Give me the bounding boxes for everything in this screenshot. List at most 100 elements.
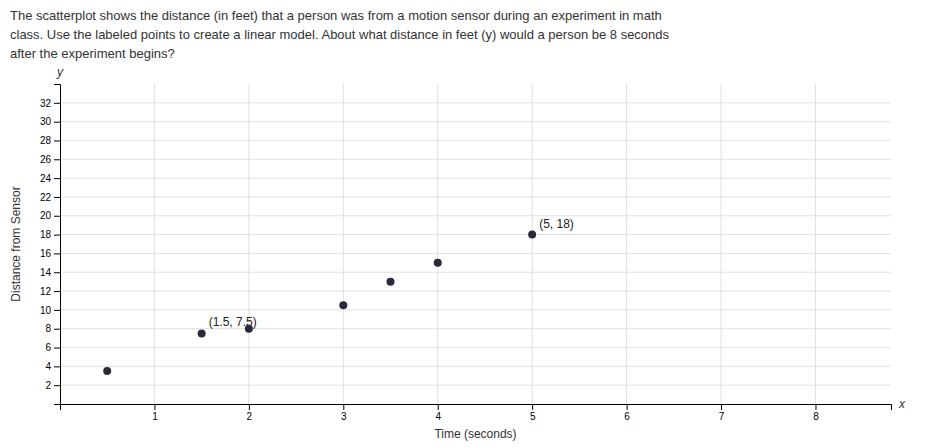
tick-label: 4: [435, 411, 441, 422]
tick-label: 4: [45, 361, 51, 372]
grid-line: [60, 159, 891, 160]
tick-mark: [54, 253, 60, 254]
tick-label: 3: [341, 411, 347, 422]
tick-mark: [54, 272, 60, 273]
tick-mark: [54, 197, 60, 198]
annotations: (1.5, 7.5) (5, 18): [209, 217, 574, 330]
grid-line: [60, 215, 891, 216]
tick: 12: [40, 286, 60, 297]
tick: 30: [40, 116, 60, 127]
tick: 28: [40, 135, 60, 146]
title-line: The scatterplot shows the distance (in f…: [10, 8, 662, 23]
grid-line: [532, 84, 533, 404]
tick-mark: [54, 291, 60, 292]
tick-mark: [54, 216, 60, 217]
y-axis-title: Distance from Sensor: [9, 186, 23, 301]
point: [339, 301, 347, 309]
tick-mark: [438, 404, 439, 410]
tick: 2: [45, 380, 60, 391]
plot: 123456782468101214161820222426283032Time…: [9, 65, 906, 441]
tick-label: 12: [40, 286, 52, 297]
tick: 10: [40, 305, 60, 316]
grid-line: [60, 196, 891, 197]
tick-mark: [343, 404, 344, 410]
tick-label: 30: [40, 116, 52, 127]
tick-mark: [54, 103, 60, 104]
tick: 8: [813, 404, 819, 422]
grid-line: [60, 140, 891, 141]
tick: 20: [40, 210, 60, 221]
x-axis: 1 2 3 4 5 6 7 8: [61, 404, 892, 422]
grid-line: [248, 84, 249, 404]
tick: 8: [45, 323, 60, 334]
tick-mark: [54, 178, 60, 179]
tick: 22: [40, 192, 60, 203]
grid-line: [60, 102, 891, 103]
tick-mark: [54, 140, 60, 141]
grid-line: [60, 253, 891, 254]
tick-label: 8: [813, 411, 819, 422]
tick-label: 28: [40, 135, 52, 146]
tick-label: 32: [40, 98, 52, 109]
tick: 32: [40, 98, 60, 109]
tick: 26: [40, 154, 60, 165]
y-axis-name: y: [56, 65, 64, 79]
point: [387, 278, 395, 286]
tick: 7: [719, 404, 725, 422]
grid-line: [60, 234, 891, 235]
tick-mark: [54, 159, 60, 160]
tick: 1: [152, 404, 158, 422]
grid-line: [60, 385, 891, 386]
chart: The scatterplot shows the distance (in f…: [0, 0, 931, 448]
tick-label: 6: [45, 342, 51, 353]
point: [434, 259, 442, 267]
tick: 3: [341, 404, 347, 422]
tick: 6: [624, 404, 630, 422]
grid-line: [154, 84, 155, 404]
tick-label: 2: [247, 411, 253, 422]
tick-label: 1: [152, 411, 158, 422]
tick-mark: [721, 404, 722, 410]
tick-mark: [532, 404, 533, 410]
grid: [60, 84, 891, 404]
grid-line: [626, 84, 627, 404]
axis-line: [54, 85, 61, 405]
tick-mark: [54, 348, 60, 349]
tick: 4: [435, 404, 441, 422]
tick-mark: [54, 329, 60, 330]
tick-label: 20: [40, 210, 52, 221]
annotation: (1.5, 7.5): [209, 315, 257, 329]
points: [103, 231, 536, 375]
tick-label: 10: [40, 305, 52, 316]
title: The scatterplot shows the distance (in f…: [10, 8, 670, 61]
grid-line: [815, 84, 816, 404]
annotation: (5, 18): [539, 217, 574, 231]
tick: 4: [45, 361, 60, 372]
tick-label: 24: [40, 173, 52, 184]
x-axis-name: x: [898, 397, 906, 411]
point: [198, 329, 206, 337]
tick-mark: [54, 235, 60, 236]
tick-label: 22: [40, 192, 52, 203]
grid-line: [60, 347, 891, 348]
tick-label: 5: [530, 411, 536, 422]
grid-line: [60, 272, 891, 273]
grid-line: [60, 291, 891, 292]
tick: 14: [40, 267, 60, 278]
tick-label: 2: [45, 380, 51, 391]
grid-line: [60, 121, 891, 122]
axis-line: [61, 405, 892, 411]
grid-line: [60, 309, 891, 310]
tick-mark: [54, 122, 60, 123]
point: [103, 367, 111, 375]
tick-label: 8: [45, 323, 51, 334]
title-line: class. Use the labeled points to create …: [10, 27, 670, 42]
point: [528, 231, 536, 239]
tick-mark: [54, 310, 60, 311]
tick: 16: [40, 248, 60, 259]
grid-line: [437, 84, 438, 404]
tick-label: 26: [40, 154, 52, 165]
tick-mark: [249, 404, 250, 410]
grid-line: [60, 366, 891, 367]
tick: 18: [40, 229, 60, 240]
